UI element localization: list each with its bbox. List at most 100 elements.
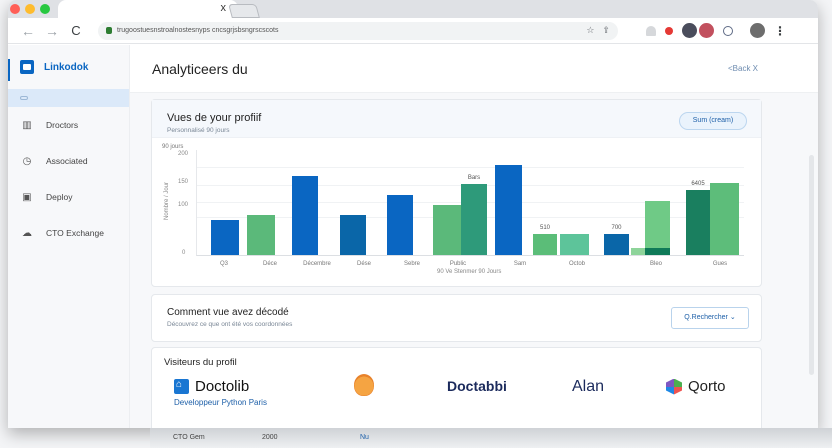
chart-bar[interactable] bbox=[645, 200, 670, 248]
browser-tab-active[interactable]: x bbox=[58, 0, 238, 18]
company-doctabbi[interactable]: Doctabbi bbox=[447, 378, 507, 394]
clock-icon: ◷ bbox=[22, 155, 32, 167]
main-content: Analyticeers du <Back X Vues de your pro… bbox=[130, 45, 818, 428]
chart-bar[interactable] bbox=[292, 175, 318, 255]
lock-icon bbox=[106, 27, 112, 34]
scrollbar[interactable] bbox=[809, 155, 814, 375]
brand-name: Linkodok bbox=[44, 61, 89, 73]
active-indicator bbox=[8, 59, 10, 81]
x-tick-label: Octob bbox=[568, 261, 585, 267]
minimize-window-button[interactable] bbox=[25, 4, 35, 14]
x-tick-label: Dése bbox=[356, 261, 371, 267]
x-tick-label: Sebre bbox=[403, 261, 420, 267]
extension-icon[interactable] bbox=[646, 25, 656, 36]
y-tick: 100 bbox=[178, 202, 189, 208]
sidebar-item-label: CTO Exchange bbox=[46, 228, 104, 238]
card-title: Comment vue avez décodé bbox=[167, 307, 289, 318]
browser-menu-icon[interactable]: ⋮ bbox=[774, 23, 786, 38]
chart-bar[interactable] bbox=[247, 214, 275, 255]
x-axis-sublabel: 90 Ve Stenmer 90 Jours bbox=[437, 269, 502, 275]
footer-text: 2000 bbox=[262, 434, 278, 441]
bar-value-label: 700 bbox=[611, 224, 622, 231]
sidebar-item-cto-exchange[interactable]: ☁ CTO Exchange bbox=[8, 215, 129, 251]
back-link[interactable]: <Back X bbox=[727, 64, 758, 73]
forward-button[interactable]: → bbox=[45, 22, 59, 39]
chart-bar[interactable] bbox=[461, 183, 487, 255]
visitor-job-title: Developpeur Python Paris bbox=[174, 398, 267, 407]
new-tab-button[interactable] bbox=[228, 4, 260, 18]
url-text: trugoostuesnstroalnostesnyps cncsgrjsbsn… bbox=[117, 27, 279, 34]
maximize-window-button[interactable] bbox=[40, 4, 50, 14]
extensions-area: ⋮ bbox=[646, 23, 786, 38]
card-title: Vues de your profiif bbox=[167, 112, 262, 124]
background-window-strip bbox=[150, 428, 832, 448]
chart-bar[interactable] bbox=[433, 204, 461, 255]
cloud-icon: ☁ bbox=[22, 227, 32, 239]
card-title: Visiteurs du profil bbox=[164, 357, 237, 368]
profile-visitors-card: Visiteurs du profil Doctolib Doctabbi Al… bbox=[151, 347, 762, 428]
company-crest[interactable] bbox=[354, 374, 374, 396]
sidebar-item-deploy[interactable]: ▣ Deploy bbox=[8, 179, 129, 215]
card-subtitle: Découvrez ce que ont été vos coordonnées bbox=[167, 321, 293, 328]
chart-bar[interactable] bbox=[340, 215, 366, 255]
user-avatar[interactable] bbox=[750, 23, 765, 38]
y-tick: 150 bbox=[178, 179, 189, 185]
qorto-hexagon-logo-icon bbox=[666, 378, 682, 395]
page-header: Analyticeers du <Back X bbox=[130, 45, 818, 93]
page-title: Analyticeers du bbox=[152, 60, 248, 77]
y-axis-title: 90 jours bbox=[162, 144, 184, 150]
summary-button[interactable]: Sum (cream) bbox=[679, 112, 747, 130]
chart-bar[interactable] bbox=[631, 247, 645, 255]
sidebar-item-associated[interactable]: ◷ Associated bbox=[8, 143, 129, 179]
chart-bar[interactable] bbox=[645, 247, 670, 255]
x-tick-label: Bleo bbox=[649, 261, 662, 267]
browser-toolbar: ← → C trugoostuesnstroalnostesnyps cncsg… bbox=[8, 18, 818, 44]
share-icon[interactable]: ⇪ bbox=[602, 25, 610, 35]
company-name: Doctabbi bbox=[447, 378, 507, 394]
address-bar[interactable]: trugoostuesnstroalnostesnyps cncsgrjsbsn… bbox=[98, 21, 618, 40]
chart-bar[interactable] bbox=[710, 182, 739, 255]
browser-window: x ← → C trugoostuesnstroalnostesnyps cnc… bbox=[8, 0, 818, 428]
notification-extension-icon[interactable] bbox=[665, 26, 673, 35]
company-alan[interactable]: Alan bbox=[572, 378, 604, 396]
chart-bar[interactable] bbox=[560, 233, 589, 255]
chart-bar[interactable] bbox=[533, 233, 557, 255]
footer-text: CTO Gem bbox=[173, 434, 205, 441]
search-dropdown[interactable]: Q.Rechercher ⌄ bbox=[671, 307, 749, 329]
plot-area: Bars 510 700 6405 bbox=[196, 150, 744, 256]
profile-avatar-2[interactable] bbox=[699, 23, 714, 38]
card-header: Vues de your profiif Personnalisé 90 jou… bbox=[152, 100, 761, 138]
brand-logo-icon bbox=[20, 60, 34, 74]
chart-bar[interactable] bbox=[686, 189, 710, 255]
inbox-icon: ▣ bbox=[22, 191, 32, 203]
card-subtitle: Personnalisé 90 jours bbox=[167, 127, 230, 134]
sidebar: Linkodok ▥ Droctors ◷ Associated ▣ Deplo… bbox=[8, 45, 130, 428]
profile-avatar-1[interactable] bbox=[682, 23, 697, 38]
brand[interactable]: Linkodok bbox=[8, 45, 129, 89]
chart-bar[interactable] bbox=[211, 220, 239, 255]
sidebar-item-label: Associated bbox=[46, 156, 88, 166]
sidebar-item-label: Deploy bbox=[46, 192, 73, 202]
shield-extension-icon[interactable] bbox=[723, 25, 733, 36]
toggle-icon bbox=[20, 96, 28, 100]
close-window-button[interactable] bbox=[10, 4, 20, 14]
back-button[interactable]: ← bbox=[21, 22, 35, 39]
chart-bar[interactable] bbox=[387, 194, 413, 255]
sidebar-item-droctors[interactable]: ▥ Droctors bbox=[8, 107, 129, 143]
company-doctolib[interactable]: Doctolib bbox=[174, 378, 249, 395]
tab-strip: x bbox=[8, 0, 818, 18]
reload-button[interactable]: C bbox=[71, 23, 81, 38]
bookmark-star-icon[interactable]: ☆ bbox=[586, 25, 595, 35]
bar-value-label: 510 bbox=[539, 224, 550, 231]
chart-bar[interactable] bbox=[604, 233, 629, 255]
company-qorto[interactable]: Qorto bbox=[666, 378, 726, 395]
chart-bar[interactable] bbox=[495, 164, 522, 255]
x-tick-label: Public bbox=[449, 261, 467, 267]
profile-views-card: Vues de your profiif Personnalisé 90 jou… bbox=[151, 99, 762, 287]
sidebar-item-active[interactable] bbox=[8, 89, 129, 107]
bar-value-label: Bars bbox=[467, 174, 481, 181]
y-tick: 200 bbox=[178, 151, 189, 157]
tab-close-icon[interactable]: x bbox=[220, 2, 227, 14]
orange-crest-logo-icon bbox=[354, 374, 374, 396]
views-bar-chart: 90 jours Nombre / Jour 200 150 100 0 Bar… bbox=[152, 138, 761, 288]
